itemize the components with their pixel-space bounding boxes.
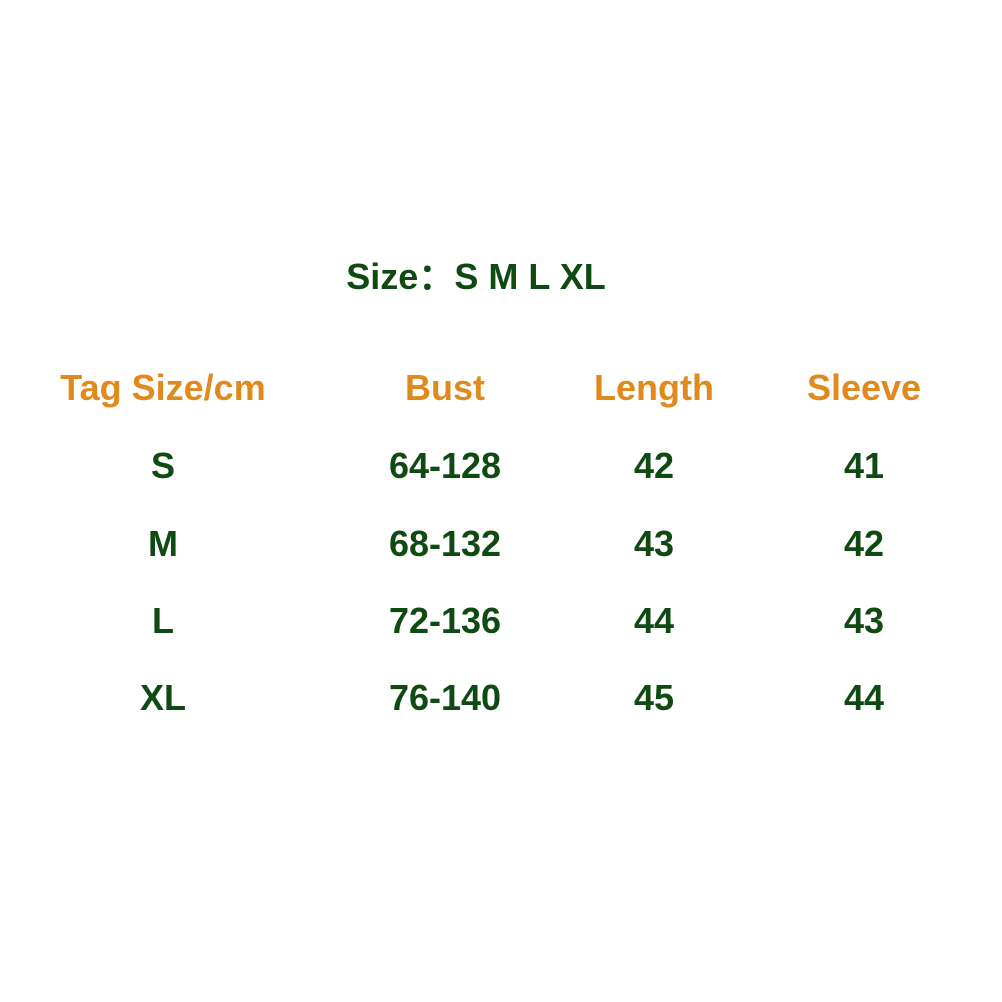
- size-list: S M L XL: [454, 256, 606, 297]
- cell-bust: 72-136: [388, 600, 502, 641]
- cell-length: 43: [633, 523, 675, 564]
- cell-sleeve: 41: [843, 445, 885, 486]
- cell-bust: 68-132: [388, 523, 502, 564]
- cell-sleeve: 42: [843, 523, 885, 564]
- header-length: Length: [594, 367, 714, 408]
- cell-tag-size: L: [152, 600, 174, 641]
- size-title: Size：S M L XL: [0, 248, 952, 300]
- cell-sleeve: 44: [843, 677, 885, 718]
- cell-length: 42: [633, 445, 675, 486]
- cell-bust: 64-128: [388, 445, 502, 486]
- cell-tag-size: M: [148, 523, 178, 564]
- cell-tag-size: XL: [139, 677, 186, 718]
- header-tag-size: Tag Size/cm: [60, 367, 266, 408]
- header-sleeve: Sleeve: [806, 367, 922, 408]
- cell-bust: 76-140: [388, 677, 502, 718]
- header-bust: Bust: [405, 367, 485, 408]
- cell-sleeve: 43: [843, 600, 885, 641]
- size-label: Size：: [346, 256, 455, 297]
- cell-tag-size: S: [150, 445, 175, 486]
- cell-length: 45: [633, 677, 675, 718]
- cell-length: 44: [633, 600, 675, 641]
